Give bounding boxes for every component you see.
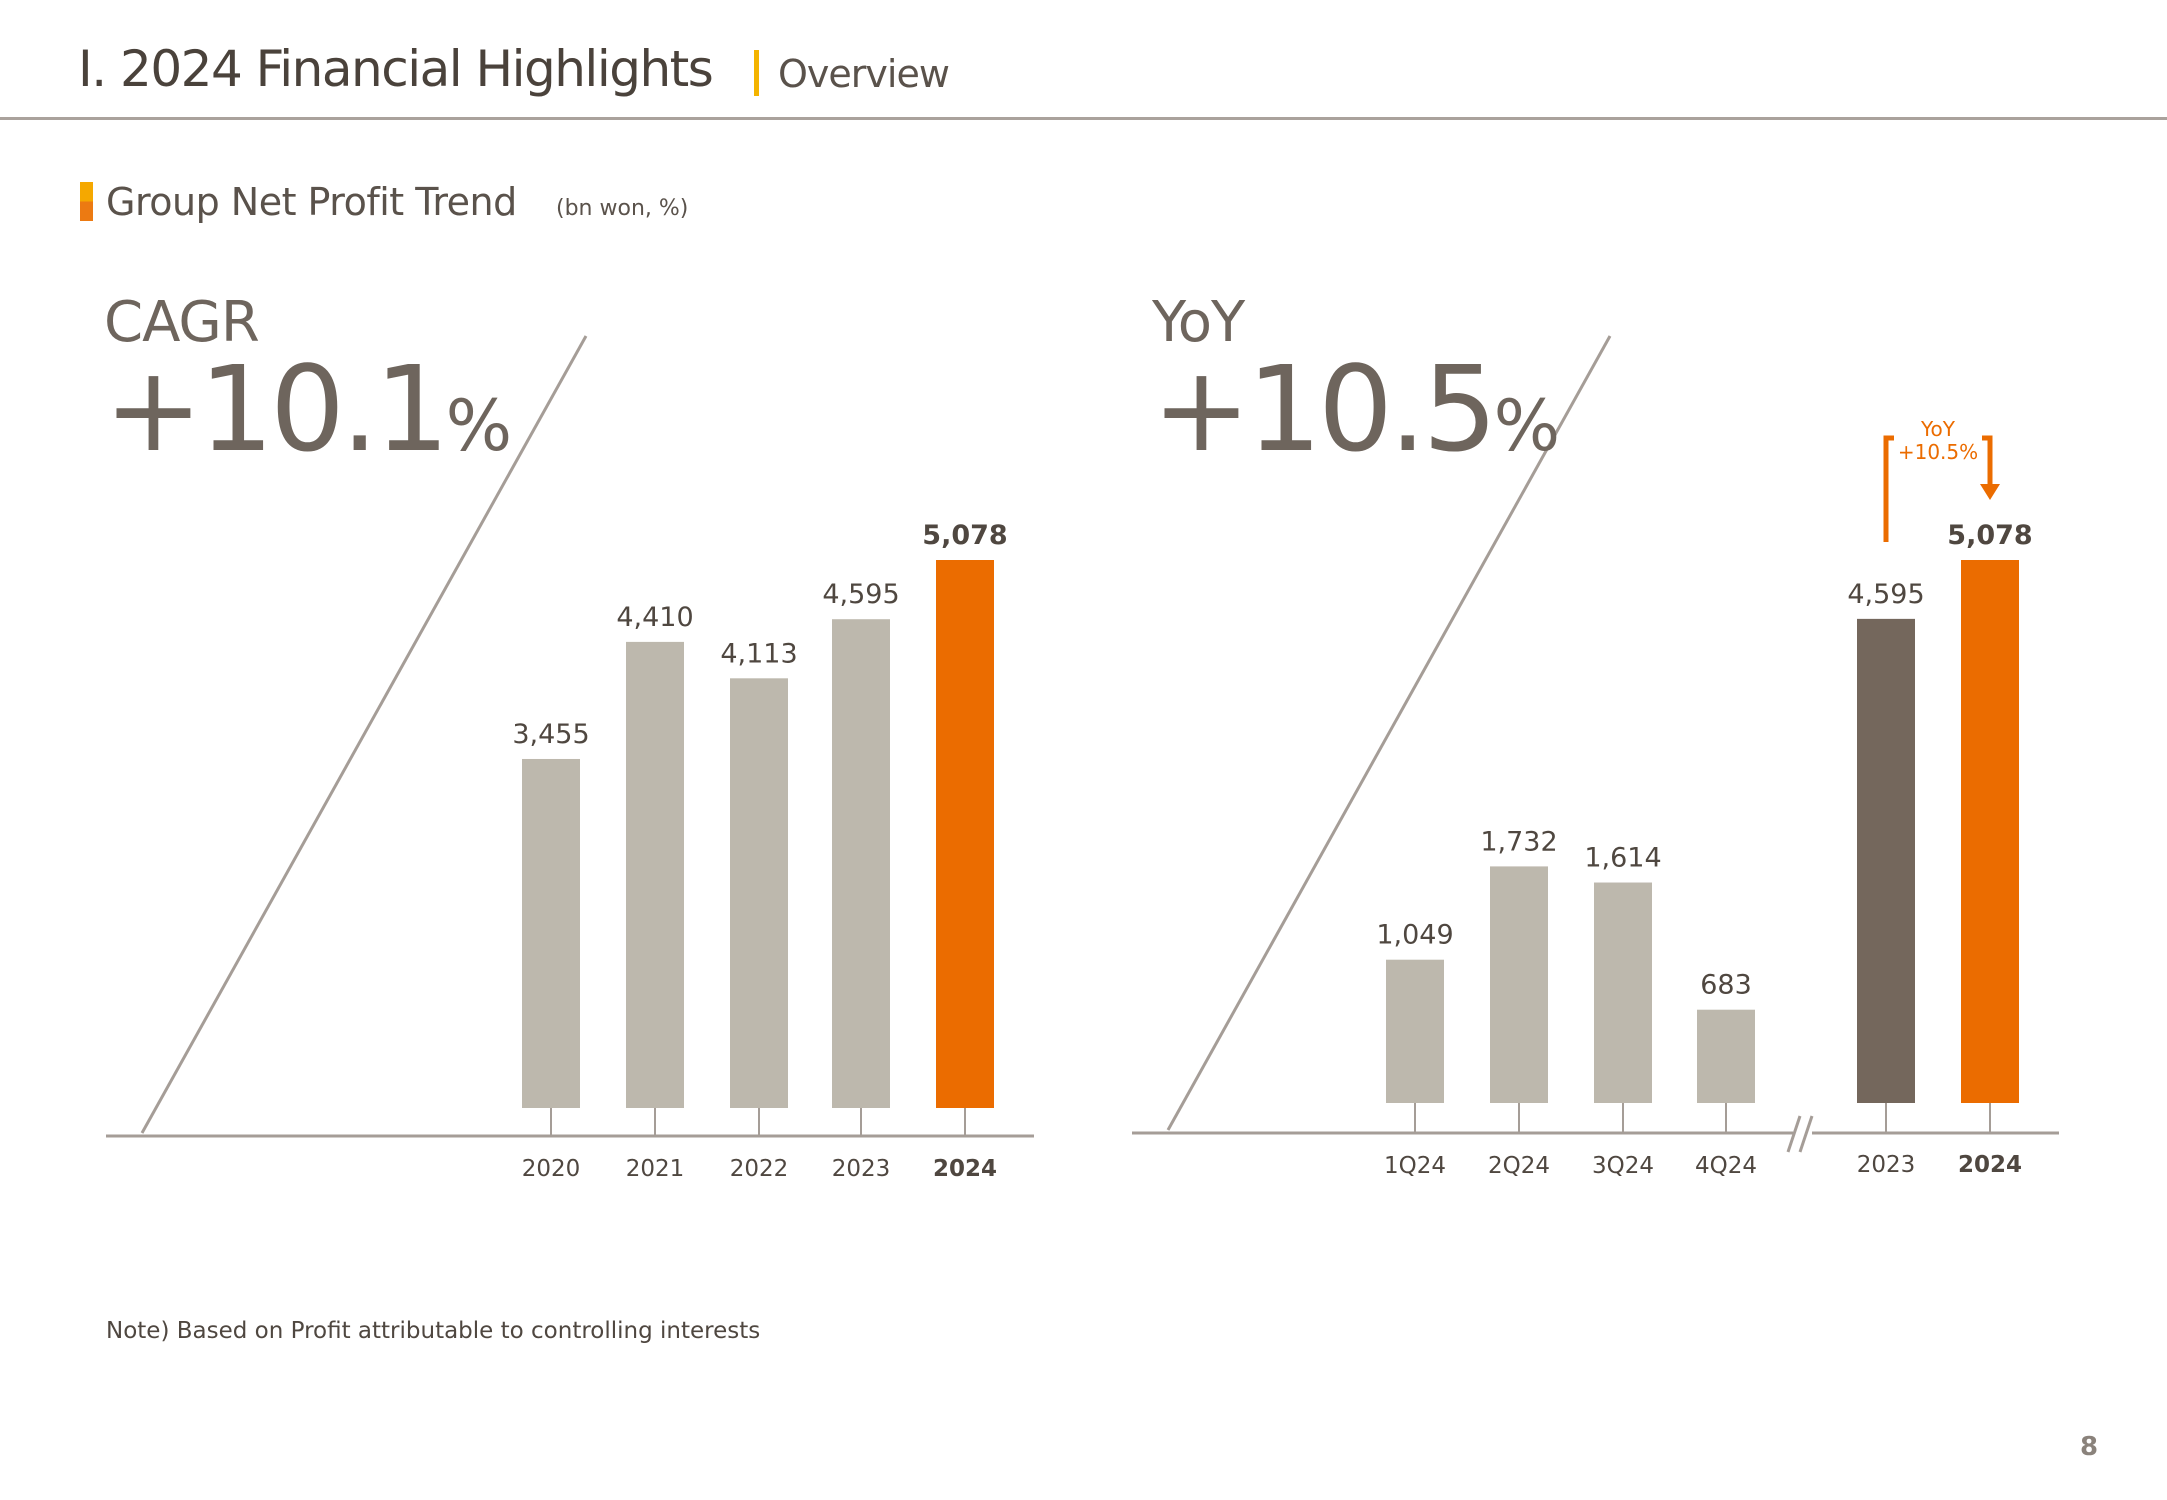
value-label-3Q24: 1,614: [1584, 843, 1661, 874]
bar-4Q24: [1697, 1009, 1755, 1103]
page-title: I. 2024 Financial Highlights: [78, 40, 714, 98]
value-label-2024: 5,078: [922, 520, 1007, 551]
bar-2020: [522, 758, 580, 1108]
bar-2022: [730, 678, 788, 1108]
arrow-down-icon: [1980, 484, 2000, 500]
value-label-2023: 4,595: [1847, 579, 1924, 610]
bar-2023: [1857, 618, 1915, 1103]
value-label-2020: 3,455: [512, 719, 589, 750]
category-label-2021: 2021: [626, 1156, 685, 1182]
category-label-2022: 2022: [730, 1156, 789, 1182]
section-marker: [80, 182, 93, 221]
value-label-4Q24: 683: [1700, 970, 1752, 1001]
bar-3Q24: [1594, 882, 1652, 1103]
bar-2024: [936, 560, 994, 1108]
footnote: Note) Based on Profit attributable to co…: [106, 1318, 761, 1344]
value-label-2Q24: 1,732: [1480, 826, 1557, 857]
page-number: 8: [2080, 1432, 2099, 1462]
decorative-diagonal-left: [140, 335, 588, 1134]
value-label-2023: 4,595: [822, 579, 899, 610]
yoy-number: +10.5: [1152, 340, 1498, 478]
cagr-label: CAGR: [104, 290, 260, 355]
cagr-suffix: %: [445, 385, 512, 467]
category-label-4Q24: 4Q24: [1695, 1153, 1757, 1179]
axis-break-icon: [1786, 1115, 1814, 1153]
category-label-1Q24: 1Q24: [1384, 1153, 1446, 1179]
bar-2021: [626, 641, 684, 1108]
category-label-2Q24: 2Q24: [1488, 1153, 1550, 1179]
yoy-value: +10.5%: [1152, 340, 1560, 478]
yoy-suffix: %: [1493, 385, 1560, 467]
value-label-1Q24: 1,049: [1376, 920, 1453, 951]
section-title: Group Net Profit Trend: [106, 180, 517, 224]
category-label-2020: 2020: [522, 1156, 581, 1182]
page-subtitle: Overview: [778, 52, 950, 96]
category-label-2024: 2024: [1958, 1152, 2022, 1178]
header-divider: [0, 117, 2167, 120]
annotation-line2: +10.5%: [1898, 440, 1978, 464]
yoy-label: YoY: [1152, 290, 1245, 355]
category-label-3Q24: 3Q24: [1592, 1153, 1654, 1179]
value-label-2021: 4,410: [616, 602, 693, 633]
category-label-2024: 2024: [933, 1156, 997, 1182]
section-unit: (bn won, %): [556, 196, 689, 221]
cagr-number: +10.1: [104, 340, 450, 478]
annotation-line1: YoY: [1920, 417, 1956, 441]
bar-2024: [1961, 560, 2019, 1103]
value-label-2022: 4,113: [720, 638, 797, 669]
category-label-2023: 2023: [1857, 1152, 1916, 1178]
yoy-annotation: YoY +10.5%: [1883, 417, 2000, 542]
value-label-2024: 5,078: [1947, 520, 2032, 551]
category-label-2023: 2023: [832, 1156, 891, 1182]
bar-1Q24: [1386, 959, 1444, 1103]
bar-2Q24: [1490, 866, 1548, 1103]
cagr-value: +10.1%: [104, 340, 512, 478]
bar-2023: [832, 619, 890, 1108]
decorative-diagonal-right: [1166, 335, 1612, 1131]
title-separator: [754, 50, 759, 96]
